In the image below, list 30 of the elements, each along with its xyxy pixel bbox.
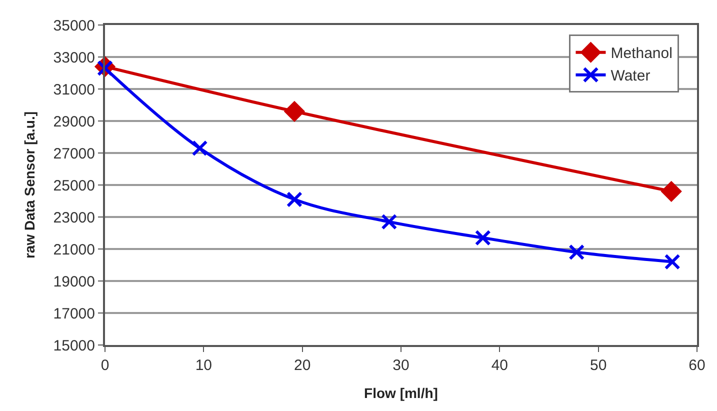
x-tick-label: 0 — [100, 357, 110, 374]
y-tick-label: 29000 — [53, 113, 95, 130]
y-tick-label: 21000 — [53, 241, 95, 258]
y-tick-label: 17000 — [53, 305, 95, 322]
point — [286, 191, 302, 208]
point — [661, 181, 682, 202]
point — [381, 214, 398, 230]
y-tick-label: 33000 — [53, 49, 95, 66]
y-tick-label: 19000 — [53, 273, 95, 290]
x-tick-label: 50 — [590, 357, 607, 374]
y-tick-label: 25000 — [53, 177, 95, 194]
y-tick-label: 31000 — [53, 81, 95, 98]
y-tick-label: 23000 — [53, 209, 95, 226]
y-tick-label: 15000 — [53, 337, 95, 354]
x-tick-label: 20 — [294, 357, 311, 374]
point — [284, 101, 304, 122]
y-tick-label: 35000 — [53, 17, 95, 34]
y-axis-title: raw Data Sensor [a.u.] — [21, 111, 38, 259]
point — [192, 140, 208, 156]
point — [568, 244, 585, 260]
x-axis-title: Flow [ml/h] — [364, 384, 438, 401]
point — [474, 230, 491, 246]
y-tick-label: 27000 — [53, 145, 95, 162]
point — [664, 254, 680, 270]
x-tick-label: 40 — [491, 357, 508, 374]
x-tick-label: 60 — [688, 357, 706, 374]
x-tick-label: 10 — [195, 357, 212, 374]
legend-label: Water — [610, 68, 650, 85]
x-tick-label: 30 — [392, 357, 410, 374]
legend-label: Methanol — [610, 45, 672, 62]
